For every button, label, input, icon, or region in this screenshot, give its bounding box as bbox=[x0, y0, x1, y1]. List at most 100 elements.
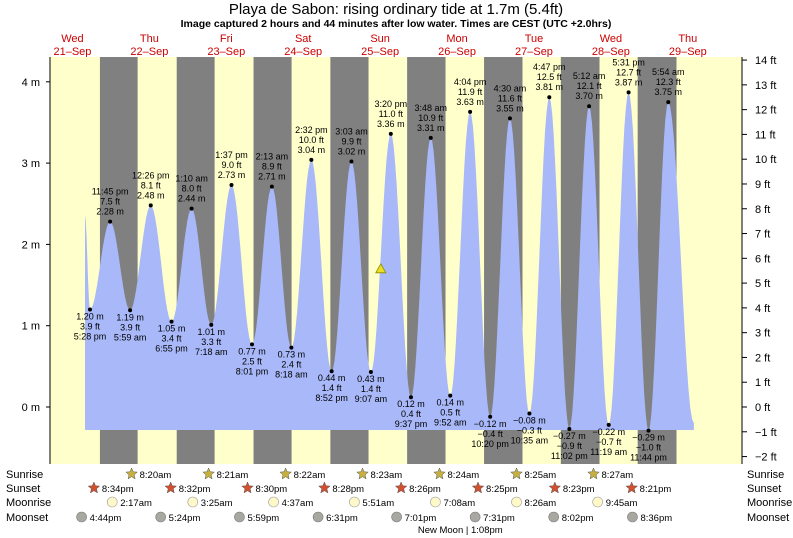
tide-label: 4:30 am bbox=[494, 83, 527, 93]
day-name: Fri bbox=[220, 33, 233, 45]
low-tide-point bbox=[448, 393, 453, 398]
high-tide-point bbox=[309, 157, 314, 162]
tide-label: 1.4 ft bbox=[322, 383, 343, 393]
moonrise-row-label-right: Moonrise bbox=[747, 497, 792, 509]
tide-label: 7:18 am bbox=[195, 347, 228, 357]
low-tide-point bbox=[567, 426, 572, 431]
sunset-icon bbox=[318, 481, 331, 494]
moonset-icon bbox=[234, 511, 245, 523]
day-name: Tue bbox=[525, 33, 544, 45]
sunrise-icon bbox=[279, 467, 292, 480]
sunrise-time: 8:21am bbox=[217, 470, 249, 481]
sunset-time: 8:26pm bbox=[409, 484, 441, 495]
sunrise-icon bbox=[202, 467, 215, 480]
tide-label: 9:07 am bbox=[355, 394, 388, 404]
tide-label: 0.44 m bbox=[318, 373, 346, 383]
chart-title: Playa de Sabon: rising ordinary tide at … bbox=[229, 1, 563, 18]
tide-label: 1.4 ft bbox=[361, 384, 382, 394]
day-date: 29–Sep bbox=[669, 46, 707, 58]
tide-label: −0.08 m bbox=[513, 416, 546, 426]
tide-label: 0.77 m bbox=[238, 346, 266, 356]
right-tick-label: 10 ft bbox=[755, 154, 776, 166]
tide-label: 8.1 ft bbox=[141, 180, 162, 190]
right-tick-label: 12 ft bbox=[755, 105, 776, 117]
tide-label: 10:20 pm bbox=[471, 439, 509, 449]
moonset-time: 4:44pm bbox=[90, 513, 122, 524]
sunset-time: 8:25pm bbox=[486, 484, 518, 495]
sunrise-icon bbox=[587, 467, 600, 480]
moonset-icon bbox=[155, 511, 166, 523]
right-tick-label: 0 ft bbox=[755, 402, 770, 414]
sunrise-time: 8:27am bbox=[602, 470, 634, 481]
moonset-time: 6:31pm bbox=[326, 513, 358, 524]
sunset-row-label-right: Sunset bbox=[747, 483, 781, 495]
day-name: Sat bbox=[295, 33, 312, 45]
sunrise-row-label-left: Sunrise bbox=[6, 469, 43, 481]
tide-label: 3.04 m bbox=[298, 145, 326, 155]
tide-label: −0.3 ft bbox=[517, 426, 543, 436]
day-date: 23–Sep bbox=[207, 46, 245, 58]
right-tick-label: 13 ft bbox=[755, 80, 776, 92]
right-tick-label: 9 ft bbox=[755, 179, 770, 191]
tide-label: 2.73 m bbox=[218, 170, 246, 180]
tide-label: 10:35 am bbox=[511, 436, 549, 446]
moonset-icon bbox=[469, 511, 481, 523]
high-tide-point bbox=[148, 203, 153, 208]
moonrise-time: 2:17am bbox=[120, 498, 152, 509]
moonrise-time: 5:51am bbox=[362, 498, 394, 509]
low-tide-point bbox=[209, 322, 214, 327]
tide-label: 2.28 m bbox=[96, 207, 124, 217]
tide-label: 1.19 m bbox=[116, 312, 144, 322]
tide-label: 12.5 ft bbox=[537, 72, 563, 82]
day-name: Thu bbox=[678, 33, 697, 45]
tide-label: 12:26 pm bbox=[132, 170, 170, 180]
tide-label: 5:31 pm bbox=[612, 57, 645, 67]
low-tide-point bbox=[329, 369, 334, 374]
day-name: Mon bbox=[446, 33, 467, 45]
low-tide-point bbox=[646, 428, 651, 433]
day-name: Wed bbox=[61, 33, 83, 45]
tide-label: 11:19 am bbox=[590, 447, 627, 457]
moonrise-icon bbox=[430, 496, 441, 508]
tide-label: 12.3 ft bbox=[656, 77, 682, 87]
day-date: 25–Sep bbox=[361, 46, 399, 58]
moonrise-icon bbox=[511, 496, 522, 508]
low-tide-point bbox=[488, 414, 493, 419]
tide-label: 3:20 pm bbox=[375, 99, 408, 109]
tide-label: 0.43 m bbox=[357, 374, 385, 384]
moonset-icon bbox=[627, 511, 638, 523]
tide-label: 3.9 ft bbox=[80, 321, 101, 331]
tide-label: 3:03 am bbox=[335, 126, 368, 136]
right-tick-label: 1 ft bbox=[755, 377, 770, 389]
moonset-time: 8:36pm bbox=[640, 513, 672, 524]
tide-label: 11.6 ft bbox=[498, 93, 523, 103]
sunset-time: 8:34pm bbox=[102, 484, 134, 495]
day-headers: Wed21–SepThu22–SepFri23–SepSat24–SepSun2… bbox=[53, 33, 706, 58]
low-tide-point bbox=[250, 342, 255, 347]
moonset-row-label-right: Moonset bbox=[747, 512, 789, 524]
moonset-icon bbox=[76, 511, 87, 523]
right-tick-label: 8 ft bbox=[755, 204, 770, 216]
moonrise-icon bbox=[268, 496, 279, 508]
left-tick-label: 0 m bbox=[22, 402, 40, 414]
tide-label: −0.29 m bbox=[632, 433, 665, 443]
tide-label: 1.20 m bbox=[76, 311, 104, 321]
tide-label: 8:18 am bbox=[275, 370, 308, 380]
day-date: 21–Sep bbox=[53, 46, 91, 58]
tide-label: −1.0 ft bbox=[636, 443, 662, 453]
tide-label: 5:28 pm bbox=[74, 331, 107, 341]
tide-label: 5:54 am bbox=[652, 67, 685, 77]
tide-label: 3.70 m bbox=[575, 91, 603, 101]
low-tide-point bbox=[289, 345, 294, 350]
tide-label: 8:01 pm bbox=[236, 366, 269, 376]
tide-label: 0.14 m bbox=[436, 398, 464, 408]
left-axis-m: 4 m 3 m 2 m 1 m 0 m bbox=[22, 77, 50, 414]
low-tide-point bbox=[408, 395, 413, 400]
left-tick-label: 3 m bbox=[22, 158, 40, 170]
high-tide-point bbox=[587, 104, 592, 109]
chart-subtitle: Image captured 2 hours and 44 minutes af… bbox=[181, 18, 612, 30]
moonset-row-label-left: Moonset bbox=[6, 512, 48, 524]
tide-label: 3.02 m bbox=[338, 146, 366, 156]
